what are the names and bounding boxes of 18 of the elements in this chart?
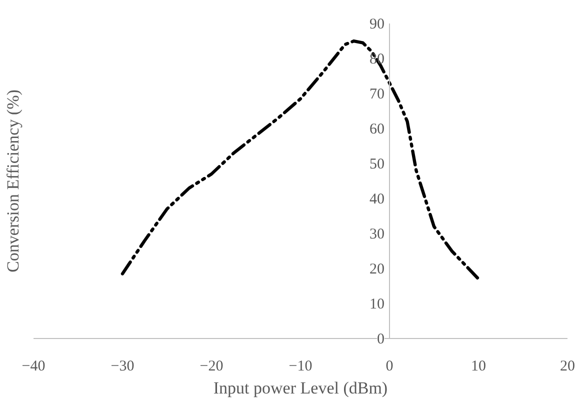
x-tick-label: −40 [22, 358, 46, 374]
x-axis-title: Input power Level (dBm) [213, 378, 388, 398]
line-series [120, 39, 480, 281]
y-tick-label: 90 [370, 16, 384, 33]
y-tick-label: 0 [377, 331, 384, 348]
x-tick-label: −30 [110, 358, 134, 374]
y-tick-label: 20 [370, 261, 384, 278]
y-axis-title: Conversion Efficiency (%) [4, 90, 22, 272]
y-tick-label: 60 [370, 122, 384, 138]
y-tick-label: 10 [370, 296, 384, 312]
x-tick-label: −20 [200, 358, 224, 374]
x-tick-label: −10 [288, 358, 312, 374]
x-tick-label: 20 [560, 358, 575, 374]
y-tick-label: 30 [370, 226, 384, 242]
x-tick-label: 10 [471, 358, 486, 374]
y-tick-label: 40 [370, 191, 384, 208]
y-tick-label: 50 [370, 156, 384, 173]
y-tick-label: 70 [370, 86, 384, 103]
